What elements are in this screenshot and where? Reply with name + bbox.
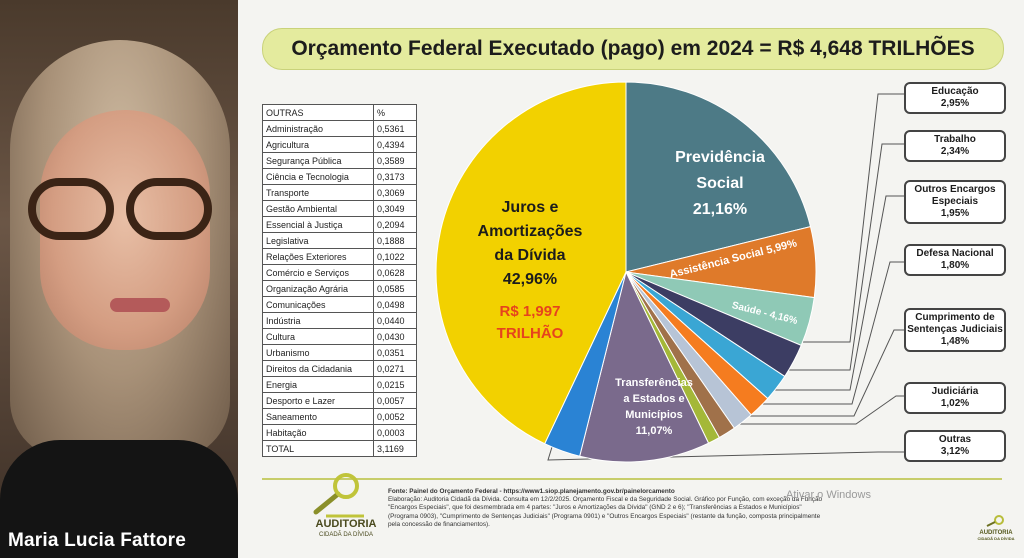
callout-label: Trabalho (934, 134, 976, 145)
source-line: Fonte: Painel do Orçamento Federal - htt… (388, 488, 675, 495)
glasses-lens-left (28, 178, 114, 240)
table-cell-value: 0,0003 (373, 424, 417, 441)
webcam-feed: Maria Lucia Fattore (0, 0, 238, 558)
table-cell-value: 0,0430 (373, 328, 417, 345)
pie-chart: Previdência Social 21,16%Assistência Socia… (435, 81, 817, 463)
table-row: Energia 0,0215 (262, 376, 417, 393)
callout-label: Educação (931, 86, 979, 97)
presenter-name-label: Maria Lucia Fattore (8, 530, 187, 551)
label-transferencias-line: 11,07% (636, 425, 673, 437)
table-cell-value: 0,0271 (373, 360, 417, 377)
table-row: Comunicações 0,0498 (262, 296, 417, 313)
logo-subtitle: CIDADÃ DA DÍVIDA (318, 532, 373, 538)
table-row: Saneamento 0,0052 (262, 408, 417, 425)
source-line: pela concessão de financiamentos). (388, 520, 490, 528)
callout-value: 2,95% (940, 98, 970, 109)
table-row: Ciência e Tecnologia 0,3173 (262, 168, 417, 185)
presenter-glasses (28, 178, 228, 248)
callout-value: 1,48% (940, 336, 970, 347)
windows-activation-watermark: Ativar o Windows (786, 489, 871, 501)
callout-box: Outros Encargos Especiais 1,95% (904, 180, 1006, 224)
table-row: Habitação 0,0003 (262, 424, 417, 441)
callout-value: 1,95% (940, 208, 970, 219)
corner-watermark-logo: AUDITORIA CIDADÃ DA DÍVIDA (976, 514, 1016, 541)
table-row: Relações Exteriores 0,1022 (262, 248, 417, 265)
corner-logo-subtitle: CIDADÃ DA DÍVIDA (977, 536, 1015, 541)
label-juros: Juros e Amortizações da Dívida 42,96% (478, 199, 583, 288)
callout-label: Judiciária (931, 386, 979, 397)
table-total-row: TOTAL 3,1169 (262, 440, 417, 457)
callout-label: Outros Encargos Especiais (914, 184, 996, 207)
label-juros-line: da Dívida (494, 247, 565, 264)
callout-value: 1,80% (940, 260, 970, 271)
label-juros-amount-line: R$ 1,997 (500, 303, 561, 320)
pie-slice (579, 270, 710, 463)
source-line: Elaboração: Auditoria Cidadã da Dívida. … (388, 496, 823, 504)
label-transferencias-line: Municípios (625, 409, 682, 421)
auditoria-logo-icon (313, 473, 364, 518)
presenter-mouth (110, 298, 170, 312)
outras-table: OUTRAS% Administração 0,5361 Agricultura 0,4… (262, 104, 417, 457)
table-row: Gestão Ambiental 0,3049 (262, 200, 417, 217)
label-transferencias-line: a Estados e (623, 393, 684, 405)
label-juros-amount: R$ 1,997 TRILHÃO (497, 303, 564, 342)
callout-value: 2,34% (940, 146, 970, 157)
leader-judiciaria (708, 395, 904, 425)
callout-label: Outras (938, 434, 972, 445)
callout-label: Defesa Nacional (916, 248, 994, 259)
callout-box: Trabalho 2,34% (904, 130, 1006, 162)
leader-trabalho (784, 143, 904, 371)
table-row: Comércio e Serviços 0,0628 (262, 264, 417, 281)
leader-defesa (748, 261, 904, 405)
pie-slice (625, 81, 812, 273)
label-transferencias: Transferências a Estados e Municípios 11,07… (615, 377, 693, 437)
label-transferencias-line: Transferências (615, 377, 693, 389)
callout-box: Judiciária 1,02% (904, 382, 1006, 414)
source-line: (Programa 0903), "Cumprimento de Sentenç… (388, 512, 821, 520)
callout-label: Cumprimento de Sentenças Judiciais (907, 312, 1003, 335)
logo-name: AUDITORIA (315, 518, 377, 530)
corner-logo-icon (986, 515, 1004, 527)
callout-box: Outras 3,12% (904, 430, 1006, 462)
leader-educacao (798, 93, 904, 343)
label-previdencia-line: Social (696, 175, 743, 192)
label-juros-amount-line: TRILHÃO (497, 324, 564, 342)
callout-box: Cumprimento de Sentenças Judiciais 1,48% (904, 308, 1006, 352)
slide-title: Orçamento Federal Executado (pago) em 20… (262, 28, 1004, 70)
table-header-row: OUTRAS% (262, 104, 417, 121)
source-line: "Encargos Especiais", que foi desmembrad… (388, 504, 802, 512)
label-juros-line: 42,96% (503, 271, 557, 288)
label-previdencia-line: 21,16% (693, 201, 747, 218)
label-previdencia: Previdência Social 21,16% (675, 149, 765, 218)
callout-box: Defesa Nacional 1,80% (904, 244, 1006, 276)
table-row: Direitos da Cidadania 0,0271 (262, 360, 417, 377)
source-note: Fonte: Painel do Orçamento Federal - htt… (388, 488, 998, 529)
presentation-slide: Orçamento Federal Executado (pago) em 20… (238, 0, 1024, 558)
leader-sentencas (724, 329, 904, 417)
presenter-shirt (0, 440, 238, 558)
corner-logo-name: AUDITORIA (979, 530, 1013, 536)
table-row: Agricultura 0,4394 (262, 136, 417, 153)
pie-slice (435, 81, 627, 445)
callout-value: 3,12% (940, 446, 970, 457)
footer-divider (262, 478, 1002, 480)
callout-box: Educação 2,95% (904, 82, 1006, 114)
label-juros-line: Juros e (502, 199, 559, 216)
callout-value: 1,02% (940, 398, 970, 409)
leader-outros-encargos (766, 195, 904, 391)
glasses-lens-right (126, 178, 212, 240)
label-juros-line: Amortizações (478, 223, 583, 240)
table-cell-value: 3,1169 (373, 440, 417, 457)
label-previdencia-line: Previdência (675, 149, 765, 166)
